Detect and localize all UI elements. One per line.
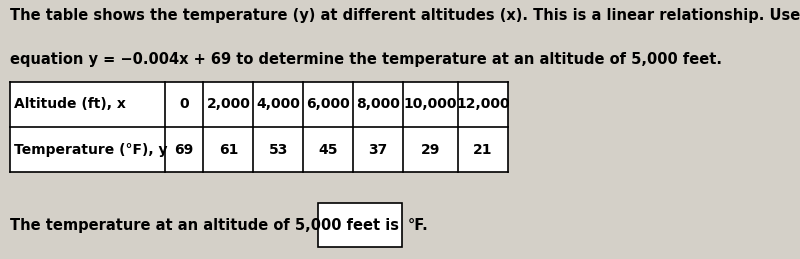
Bar — [353, 82, 402, 127]
Text: 6,000: 6,000 — [306, 97, 350, 111]
Bar — [458, 82, 508, 127]
Text: 69: 69 — [174, 142, 194, 157]
Text: 37: 37 — [368, 142, 387, 157]
Bar — [254, 127, 303, 172]
Bar — [165, 127, 203, 172]
Bar — [303, 82, 353, 127]
Bar — [254, 82, 303, 127]
Text: 8,000: 8,000 — [356, 97, 400, 111]
Text: 53: 53 — [269, 142, 288, 157]
Text: 0: 0 — [179, 97, 189, 111]
Bar — [402, 127, 458, 172]
Text: 10,000: 10,000 — [404, 97, 458, 111]
Bar — [458, 127, 508, 172]
Text: 21: 21 — [474, 142, 493, 157]
Bar — [203, 127, 254, 172]
Bar — [165, 82, 203, 127]
Bar — [203, 82, 254, 127]
Text: 2,000: 2,000 — [206, 97, 250, 111]
Text: Altitude (ft), x: Altitude (ft), x — [14, 97, 126, 111]
Text: 12,000: 12,000 — [456, 97, 510, 111]
Text: 4,000: 4,000 — [256, 97, 300, 111]
Text: 45: 45 — [318, 142, 338, 157]
Bar — [353, 127, 402, 172]
Text: 29: 29 — [421, 142, 440, 157]
Bar — [402, 82, 458, 127]
Text: The table shows the temperature (y) at different altitudes (x). This is a linear: The table shows the temperature (y) at d… — [10, 8, 800, 23]
Text: equation y = −0.004x + 69 to determine the temperature at an altitude of 5,000 f: equation y = −0.004x + 69 to determine t… — [10, 52, 722, 67]
Text: The temperature at an altitude of 5,000 feet is: The temperature at an altitude of 5,000 … — [10, 218, 404, 233]
Text: Temperature (°F), y: Temperature (°F), y — [14, 142, 168, 157]
Text: °F.: °F. — [408, 218, 429, 233]
Bar — [303, 127, 353, 172]
Text: 61: 61 — [218, 142, 238, 157]
